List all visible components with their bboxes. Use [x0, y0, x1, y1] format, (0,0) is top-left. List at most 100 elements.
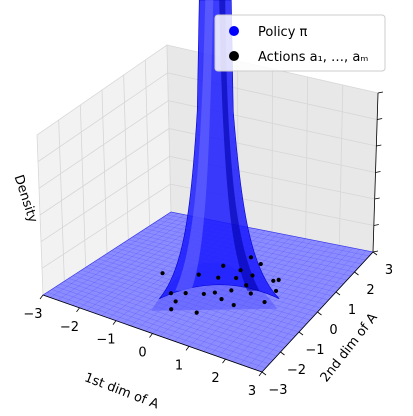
- y-tick: [335, 291, 341, 296]
- surface-peak-spire: [159, 0, 280, 300]
- z-tick: [373, 224, 379, 226]
- surface-mesh-line: [225, 245, 340, 360]
- x-tick-label: −2: [60, 320, 79, 335]
- action-point: [221, 263, 226, 268]
- y-tick: [317, 311, 322, 316]
- y-tick: [372, 251, 378, 256]
- y-tick-label: 0: [329, 323, 337, 338]
- x-tick: [39, 294, 44, 300]
- action-point: [160, 271, 165, 276]
- action-points: [160, 255, 281, 315]
- surface-mesh-line: [55, 286, 274, 361]
- action-point: [219, 297, 224, 302]
- action-point: [194, 310, 199, 315]
- legend-marker-actions: [229, 51, 239, 61]
- action-point: [168, 291, 174, 296]
- action-point: [201, 291, 206, 297]
- action-point: [173, 299, 178, 304]
- action-point: [276, 277, 281, 282]
- z-tick: [375, 171, 381, 173]
- legend-box: [214, 14, 386, 72]
- x-axis-label: 1st dim of A: [82, 370, 161, 412]
- z-tick: [377, 91, 384, 94]
- surface-mesh-line: [72, 217, 199, 306]
- y-axis-label: 2nd dim of A: [318, 310, 381, 385]
- x-tick-label: 0: [138, 346, 146, 361]
- action-point: [262, 299, 267, 305]
- y-tick-label: −1: [305, 343, 324, 358]
- action-point: [273, 288, 279, 294]
- z-tick: [376, 144, 382, 147]
- x-tick-labels: −3 −2 −1 0 1 2 3: [23, 294, 263, 399]
- y-tick: [298, 331, 304, 336]
- y-tick-label: 1: [348, 303, 356, 318]
- legend-label-policy: Policy π: [258, 25, 308, 40]
- action-point: [196, 272, 201, 277]
- surface-mesh-line: [247, 249, 360, 368]
- y-tick: [280, 351, 285, 356]
- surface-mesh-line: [218, 243, 333, 357]
- action-point: [234, 275, 239, 281]
- surface-mesh-line: [68, 278, 285, 349]
- z-tick: [372, 250, 379, 253]
- grid-line-left-h: [37, 72, 168, 162]
- x-tick-label: −1: [96, 333, 115, 348]
- surface-mesh-line: [50, 213, 178, 298]
- z-ticks: [372, 91, 384, 253]
- surface-mesh-line: [59, 283, 277, 357]
- action-point: [248, 255, 254, 260]
- surface-mesh-line: [57, 214, 185, 301]
- x-tick-label: 3: [248, 384, 256, 399]
- x-tick-label: 1: [175, 358, 183, 373]
- x-tick-label: 2: [211, 371, 219, 386]
- legend-marker-policy: [229, 26, 239, 36]
- y-tick-label: −3: [268, 383, 287, 398]
- legend: Policy π Actions a₁, …, aₘ: [214, 14, 386, 72]
- x-tick: [222, 358, 226, 364]
- y-tick-label: 3: [385, 263, 393, 278]
- surface-mesh-line: [47, 291, 266, 369]
- action-point: [244, 283, 249, 288]
- z-tick: [374, 197, 380, 200]
- surface-mesh-line: [232, 246, 347, 362]
- surface-mesh-line: [42, 211, 172, 296]
- y-tick-label: 2: [366, 283, 374, 298]
- surface-mesh-line: [51, 289, 270, 365]
- x-tick: [76, 307, 80, 313]
- action-point: [238, 268, 243, 273]
- y-tick: [354, 271, 359, 276]
- legend-label-actions: Actions a₁, …, aₘ: [258, 50, 368, 65]
- surface-mesh-line: [64, 280, 281, 353]
- x-tick: [149, 333, 153, 338]
- action-point: [183, 291, 188, 296]
- grid-line-left-h: [41, 183, 171, 269]
- action-point: [216, 275, 221, 280]
- x-tick: [185, 346, 190, 351]
- grid-line-left-h: [39, 128, 170, 216]
- z-tick: [377, 118, 383, 120]
- grid-line-left-h: [40, 155, 170, 243]
- y-tick: [261, 371, 267, 376]
- action-point: [248, 291, 253, 296]
- action-point: [169, 307, 174, 312]
- y-tick-label: −2: [287, 363, 306, 378]
- surface-mesh-line: [64, 215, 192, 303]
- surface-peak-highlight: [175, 0, 214, 291]
- action-point: [258, 261, 263, 267]
- x-tick-label: −3: [23, 307, 42, 322]
- surface-mesh-line: [239, 247, 353, 365]
- action-point: [250, 273, 255, 278]
- grid-lines: [37, 52, 378, 282]
- action-point: [229, 288, 234, 293]
- surface-mesh-line: [79, 218, 205, 309]
- grid-line-left-h: [38, 100, 169, 189]
- x-tick: [258, 371, 263, 377]
- x-tick: [112, 320, 117, 325]
- action-point: [231, 302, 236, 308]
- action-point: [212, 290, 217, 295]
- surface-mesh-line: [254, 250, 367, 370]
- z-axis-label: Density: [11, 173, 41, 225]
